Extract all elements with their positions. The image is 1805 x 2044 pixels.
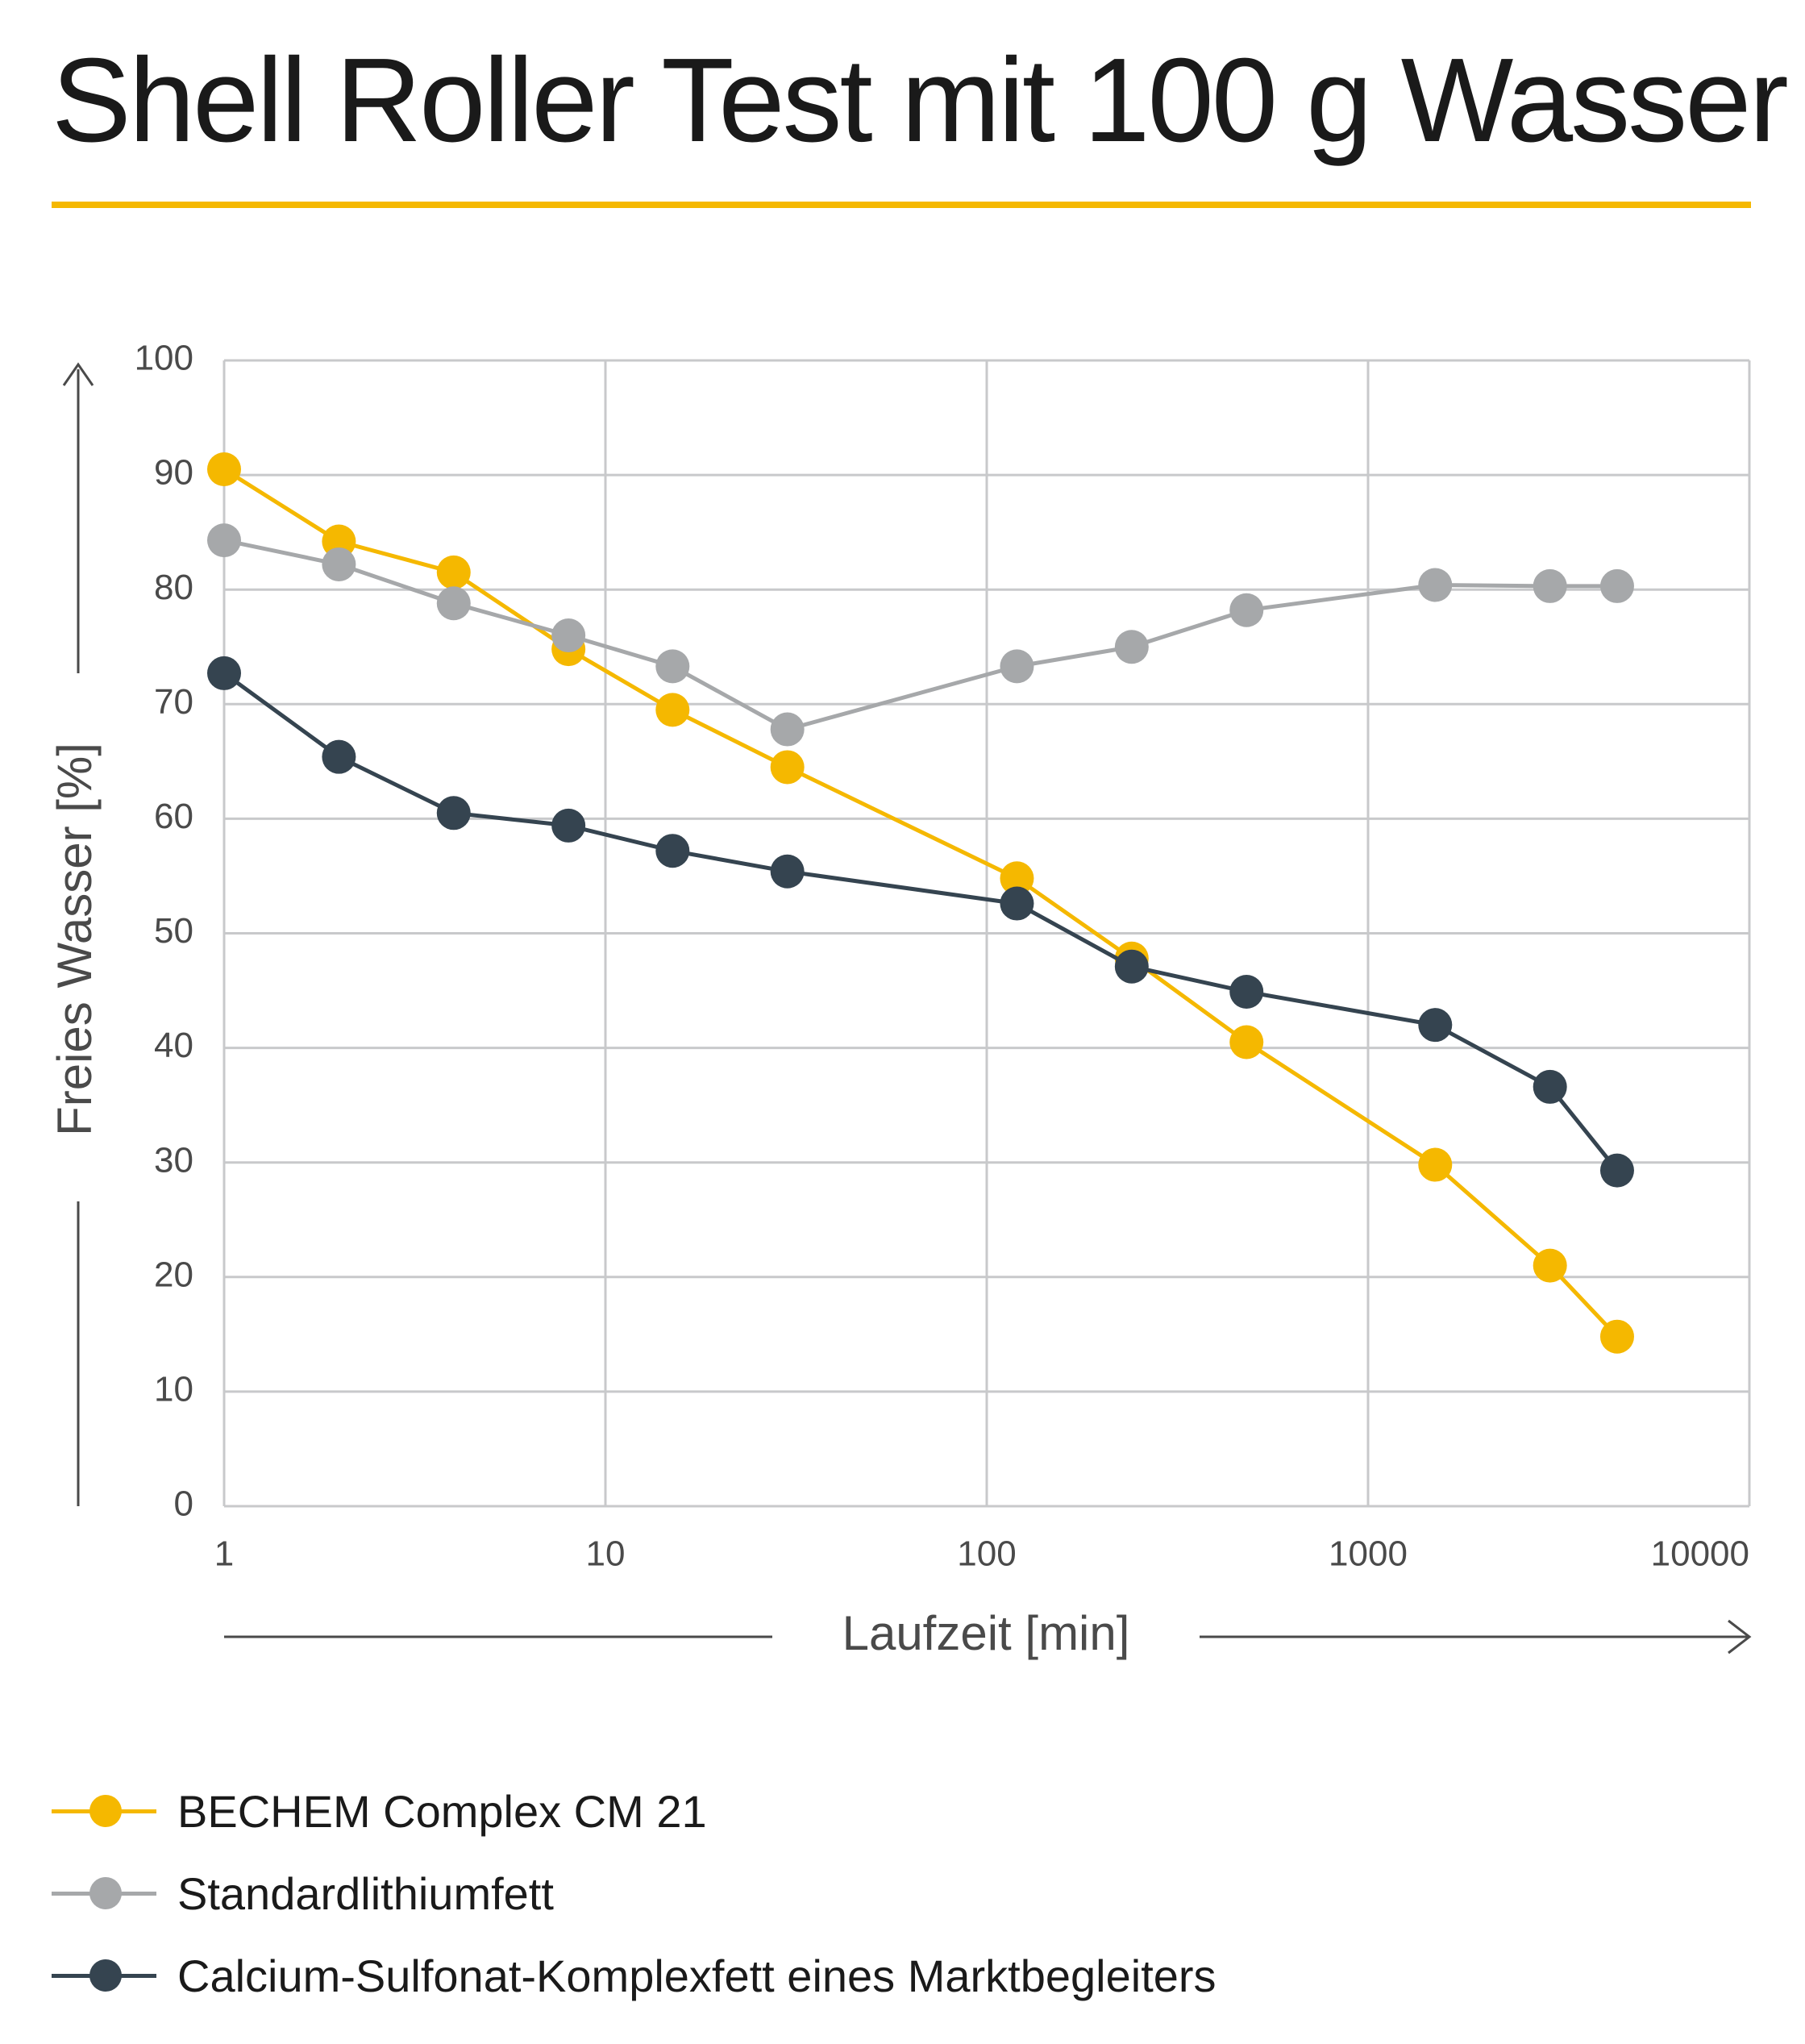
x-tick-label: 100 — [957, 1534, 1016, 1574]
legend: BECHEM Complex CM 21 Standardlithiumfett C… — [52, 1770, 1217, 2017]
data-point — [1000, 649, 1034, 684]
y-tick-label: 70 — [154, 682, 193, 722]
data-point — [436, 586, 471, 621]
data-point — [322, 547, 356, 581]
chart-title: Shell Roller Test mit 100 g Wasser — [52, 34, 1789, 167]
y-tick-label: 100 — [135, 339, 193, 378]
legend-label: Standardlithiumfett — [177, 1867, 554, 1919]
y-tick-label: 60 — [154, 797, 193, 836]
y-tick-label: 10 — [154, 1370, 193, 1409]
y-axis-label: Freies Wasser [%] — [48, 743, 102, 1136]
series-2 — [207, 523, 1634, 747]
data-point — [1418, 568, 1453, 602]
series-layer — [207, 452, 1634, 1354]
x-axis-arrow-head — [1728, 1619, 1752, 1655]
data-point — [770, 854, 805, 889]
x-tick-label: 1 — [214, 1534, 234, 1574]
y-tick-label: 0 — [174, 1484, 193, 1524]
x-axis-label: Laufzeit [min] — [842, 1606, 1130, 1660]
legend-item: Standardlithiumfett — [52, 1852, 1217, 1934]
series-3 — [207, 656, 1634, 1188]
data-point — [655, 693, 690, 727]
data-point — [1599, 568, 1634, 603]
data-point — [1418, 1008, 1453, 1043]
data-point — [436, 555, 471, 589]
x-tick-label: 10 — [586, 1534, 626, 1574]
data-point — [770, 750, 805, 785]
x-tick-labels: 1 10 100 1000 10000 — [214, 1534, 1749, 1574]
legend-marker — [52, 1877, 156, 1909]
data-point — [551, 808, 586, 843]
legend-marker — [52, 1959, 156, 1992]
grid — [223, 359, 1751, 1508]
data-point — [1533, 1248, 1567, 1283]
x-tick-label: 1000 — [1329, 1534, 1408, 1574]
data-point — [1418, 1147, 1453, 1182]
series-line — [223, 671, 1619, 1172]
series-line — [223, 538, 1617, 732]
x-tick-label: 10000 — [1651, 1534, 1749, 1574]
series-1 — [207, 452, 1634, 1354]
legend-label: Calcium-Sulfonat-Komplexfett eines Markt… — [177, 1950, 1217, 2001]
legend-marker — [52, 1795, 156, 1827]
data-point — [655, 649, 690, 684]
data-point — [1229, 974, 1264, 1009]
data-point — [1599, 1319, 1634, 1354]
data-point — [1114, 630, 1149, 664]
title-rule — [52, 202, 1751, 208]
data-point — [1000, 861, 1034, 896]
y-tick-label: 80 — [154, 568, 193, 607]
data-point — [436, 796, 471, 831]
y-axis-arrow-head — [62, 362, 94, 386]
data-point — [655, 834, 690, 868]
y-tick-label: 30 — [154, 1140, 193, 1180]
y-tick-label: 50 — [154, 911, 193, 951]
legend-label: BECHEM Complex CM 21 — [177, 1785, 707, 1837]
series-line — [223, 467, 1619, 1338]
data-point — [1000, 886, 1034, 921]
y-tick-label: 40 — [154, 1026, 193, 1065]
y-tick-label: 20 — [154, 1255, 193, 1294]
data-point — [1533, 568, 1567, 603]
data-point — [207, 656, 241, 690]
data-point — [1229, 593, 1264, 627]
data-point — [207, 452, 241, 486]
legend-item: Calcium-Sulfonat-Komplexfett eines Markt… — [52, 1934, 1217, 2017]
data-point — [1114, 949, 1149, 984]
data-point — [770, 712, 805, 747]
y-tick-label: 90 — [154, 453, 193, 493]
data-point — [551, 618, 586, 653]
data-point — [1229, 1025, 1264, 1059]
data-point — [322, 739, 356, 774]
data-point — [1533, 1069, 1567, 1104]
data-point — [1599, 1153, 1634, 1188]
y-tick-labels: 0 10 20 30 40 50 60 70 80 90 100 — [135, 339, 193, 1524]
data-point — [207, 523, 241, 558]
legend-item: BECHEM Complex CM 21 — [52, 1770, 1217, 1852]
